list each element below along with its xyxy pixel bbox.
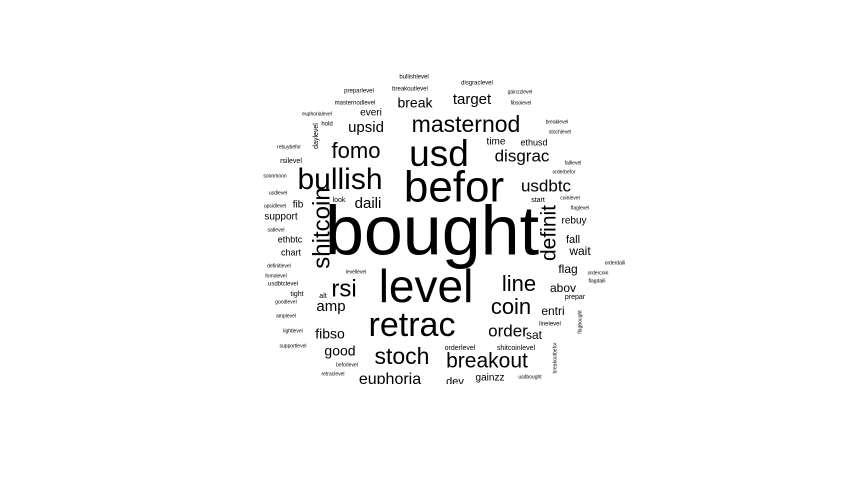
word-line: line (502, 271, 536, 296)
word-daylevel: daylevel (313, 123, 320, 149)
word-befor: befor (404, 163, 504, 212)
word-lightlevel: lightlevel (283, 328, 302, 334)
word-usdbought: usdbought (518, 374, 542, 380)
word-disgrac: disgrac (495, 146, 550, 165)
word-usd: usd (409, 133, 469, 174)
word-rebuybefor: rebuybefor (277, 144, 301, 150)
word-upsidlevel: upsidlevel (264, 203, 286, 209)
word-sat: sat (526, 328, 543, 342)
word-flag: flag (558, 262, 577, 276)
word-beforlevel: beforlevel (336, 362, 358, 368)
word-target: target (453, 91, 492, 108)
word-orderbefor: orderbefor (552, 169, 575, 175)
word-usdlevel: usdlevel (269, 190, 287, 196)
word-stoch: stoch (375, 343, 430, 369)
word-gainzzlevel: gainzzlevel (508, 89, 533, 95)
word-euphorialevel: euphorialevel (302, 111, 332, 117)
word-usdbtclevel: usdbtclevel (268, 282, 298, 288)
word-good: good (324, 343, 355, 359)
word-start: start (531, 197, 545, 204)
word-bought: bought (325, 191, 539, 269)
word-shitcoin: shitcoin (308, 187, 335, 268)
word-hold: hold (321, 122, 332, 128)
word-everi: everi (360, 108, 382, 119)
word-prepar: prepar (565, 294, 586, 301)
word-masternod: masternod (412, 111, 521, 137)
word-tight: tight (290, 291, 303, 298)
word-upsid: upsid (348, 119, 384, 136)
word-bullish: bullish (297, 163, 382, 196)
word-breakoutlevel: breakoutlevel (392, 87, 428, 93)
word-retrac: retrac (369, 306, 456, 344)
word-coin: coin (491, 294, 531, 319)
word-definit: definit (538, 205, 561, 261)
word-alt: alt (319, 293, 326, 300)
word-shitcoinlevel: shitcoinlevel (497, 345, 536, 352)
word-supportlevel: supportlevel (280, 343, 307, 349)
word-ethusd: ethusd (520, 137, 547, 147)
word-dev: dev (446, 376, 464, 388)
word-fib: fib (293, 200, 304, 211)
word-fall: fall (566, 234, 580, 246)
word-support: support (264, 212, 298, 223)
word-gainzz: gainzz (476, 373, 505, 384)
word-satlevel: satlevel (268, 227, 285, 233)
word-ethbtc: ethbtc (278, 234, 303, 244)
word-breaklevel: breaklevel (546, 119, 569, 125)
word-rebuy: rebuy (561, 216, 586, 227)
word-ordercoin: ordercoin (588, 270, 609, 276)
word-abov: abov (550, 281, 576, 295)
word-orderdaili: orderdaili (605, 260, 626, 266)
word-breakout: breakout (446, 350, 528, 373)
word-look: look (333, 197, 346, 204)
word-masternodlevel: masternodlevel (335, 101, 376, 107)
word-usdbtc: usdbtc (521, 176, 572, 195)
word-fibso: fibso (315, 326, 345, 342)
word-goodlevel: goodlevel (275, 299, 296, 305)
word-flagbought: flagbought (577, 310, 583, 334)
word-order: order (488, 321, 528, 340)
word-stochlevel: stochlevel (549, 129, 571, 135)
word-retraclevel: retraclevel (321, 371, 344, 377)
word-orderlevel: orderlevel (445, 345, 476, 352)
word-fomolevel: fomolevel (265, 273, 286, 279)
word-rsilevel: rsilevel (280, 158, 302, 165)
word-euphoria: euphoria (359, 371, 421, 388)
word-fibsolevel: fibsolevel (511, 100, 532, 106)
word-break: break (397, 95, 433, 111)
word-bullishlevel: bullishlevel (399, 75, 428, 81)
word-rsi: rsi (331, 275, 356, 302)
word-breakoutbefor: breakoutbefor (552, 342, 558, 373)
word-disgraclevel: disgraclevel (461, 81, 493, 87)
word-chart: chart (281, 247, 302, 257)
word-level: level (379, 260, 474, 312)
word-flagdaili: flagdaili (589, 278, 606, 284)
word-amp: amp (316, 298, 345, 315)
word-flaglevel: flaglevel (571, 205, 589, 211)
word-amplevel: amplevel (276, 313, 296, 319)
word-entri: entri (541, 304, 564, 318)
word-levellevel: levellevel (346, 269, 367, 275)
word-falllevel: falllevel (565, 160, 582, 166)
word-preparlevel: preparlevel (344, 89, 374, 95)
word-wait: wait (568, 244, 591, 258)
word-daili: daili (355, 195, 382, 212)
word-soonmoon: soonmoon (263, 173, 287, 179)
word-definitlevel: definitlevel (267, 263, 291, 269)
word-cloud-words: boughtbeforlevelusdretracbullishmasterno… (263, 75, 626, 388)
word-fomo: fomo (332, 138, 381, 163)
word-coinlevel: coinlevel (560, 195, 579, 201)
word-time: time (487, 137, 506, 148)
word-linelevel: linelevel (539, 322, 561, 328)
